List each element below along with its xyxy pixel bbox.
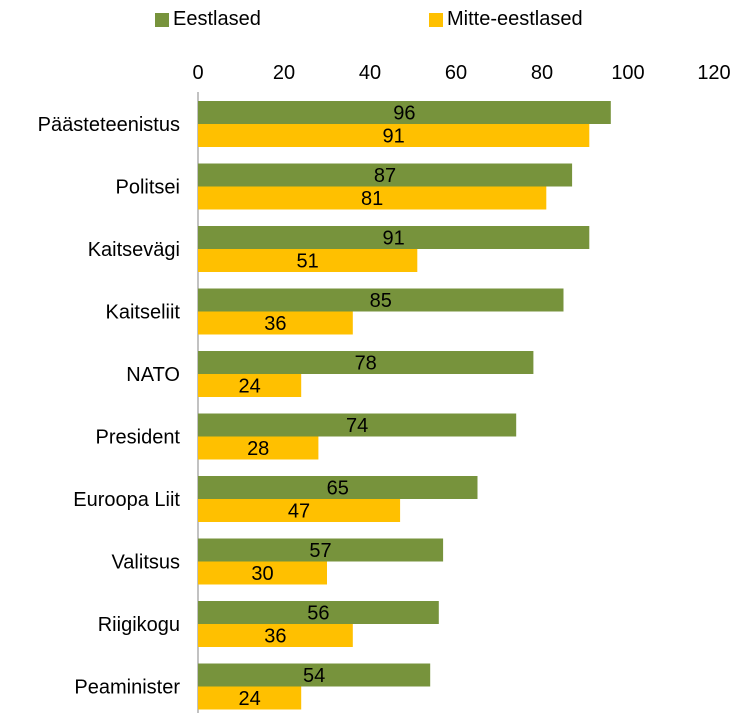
x-tick-label: 40 [359, 62, 381, 84]
category-label: Riigikogu [98, 614, 180, 636]
data-label: 54 [303, 665, 325, 687]
data-label: 74 [346, 415, 368, 437]
legend-swatch-mitte-eestlased [429, 12, 443, 27]
category-label: Päästeteenistus [38, 114, 180, 136]
data-label: 91 [383, 126, 405, 148]
legend-label-eestlased: Eestlased [173, 8, 261, 30]
data-label: 81 [361, 188, 383, 210]
bar-mitte-eestlased [198, 311, 353, 335]
bar-eestlased [198, 413, 517, 437]
x-tick-label: 60 [445, 62, 467, 84]
data-label: 56 [307, 603, 329, 625]
category-label: Euroopa Liit [73, 489, 180, 511]
x-tick-label: 100 [611, 62, 644, 84]
data-label: 36 [264, 626, 286, 648]
bar-mitte-eestlased [198, 186, 547, 210]
legend-item-mitte-eestlased: Mitte-eestlased [429, 8, 583, 31]
bar-mitte-eestlased [198, 436, 319, 460]
bar-eestlased [198, 476, 478, 499]
legend-item-eestlased: Eestlased [155, 8, 261, 31]
category-label: Valitsus [111, 552, 180, 574]
data-label: 91 [383, 228, 405, 250]
legend-swatch-eestlased [155, 12, 169, 27]
category-label: Peaminister [74, 677, 180, 699]
x-tick-label: 20 [273, 62, 295, 84]
category-label: President [96, 427, 181, 449]
data-label: 57 [309, 540, 331, 562]
bar-eestlased [198, 601, 439, 624]
data-label: 47 [288, 501, 310, 523]
data-label: 96 [393, 103, 415, 125]
bar-eestlased [198, 101, 611, 124]
bar-eestlased [198, 163, 573, 187]
data-label: 36 [264, 313, 286, 335]
bar-mitte-eestlased [198, 374, 302, 397]
data-label: 24 [238, 376, 260, 398]
data-label: 24 [238, 688, 260, 710]
bar-mitte-eestlased [198, 499, 401, 522]
bar-eestlased [198, 351, 534, 374]
bar-eestlased [198, 226, 590, 249]
data-label: 28 [247, 438, 269, 460]
data-label: 30 [251, 563, 273, 585]
x-tick-label: 120 [697, 62, 730, 84]
category-label: Kaitseliit [106, 302, 181, 324]
x-tick-label: 80 [531, 62, 553, 84]
data-label: 87 [374, 165, 396, 187]
bar-mitte-eestlased [198, 249, 418, 272]
category-label: Kaitsevägi [88, 239, 180, 261]
bar-mitte-eestlased [198, 124, 590, 147]
legend: Eestlased Mitte-eestlased [0, 8, 732, 38]
bar-mitte-eestlased [198, 561, 327, 585]
category-label: Politsei [116, 177, 180, 199]
bar-eestlased [198, 663, 431, 687]
bar-mitte-eestlased [198, 686, 302, 710]
data-label: 51 [297, 251, 319, 273]
data-label: 65 [327, 478, 349, 500]
bar-eestlased [198, 538, 444, 562]
data-label: 85 [370, 290, 392, 312]
legend-label-mitte-eestlased: Mitte-eestlased [447, 8, 583, 30]
data-label: 78 [355, 353, 377, 375]
bar-eestlased [198, 288, 564, 312]
category-label: NATO [126, 364, 180, 386]
bar-mitte-eestlased [198, 624, 353, 647]
x-tick-label: 0 [192, 62, 203, 84]
